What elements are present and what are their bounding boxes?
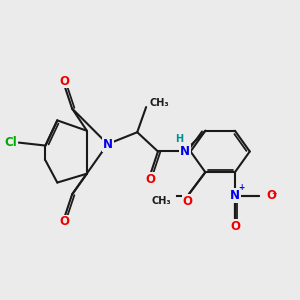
Text: N: N — [180, 145, 190, 158]
Text: O: O — [230, 220, 240, 232]
Text: N: N — [230, 189, 240, 203]
Text: ⁻: ⁻ — [271, 191, 277, 201]
Text: O: O — [146, 172, 156, 185]
Text: N: N — [103, 138, 112, 151]
Text: O: O — [60, 74, 70, 88]
Text: CH₃: CH₃ — [152, 196, 171, 206]
Text: O: O — [60, 215, 70, 229]
Text: O: O — [266, 189, 276, 203]
Text: CH₃: CH₃ — [150, 98, 169, 108]
Text: H: H — [175, 134, 183, 144]
Text: methoxy: methoxy — [186, 202, 192, 203]
Text: +: + — [238, 183, 244, 192]
Text: Cl: Cl — [4, 136, 17, 149]
Text: O: O — [183, 195, 193, 208]
